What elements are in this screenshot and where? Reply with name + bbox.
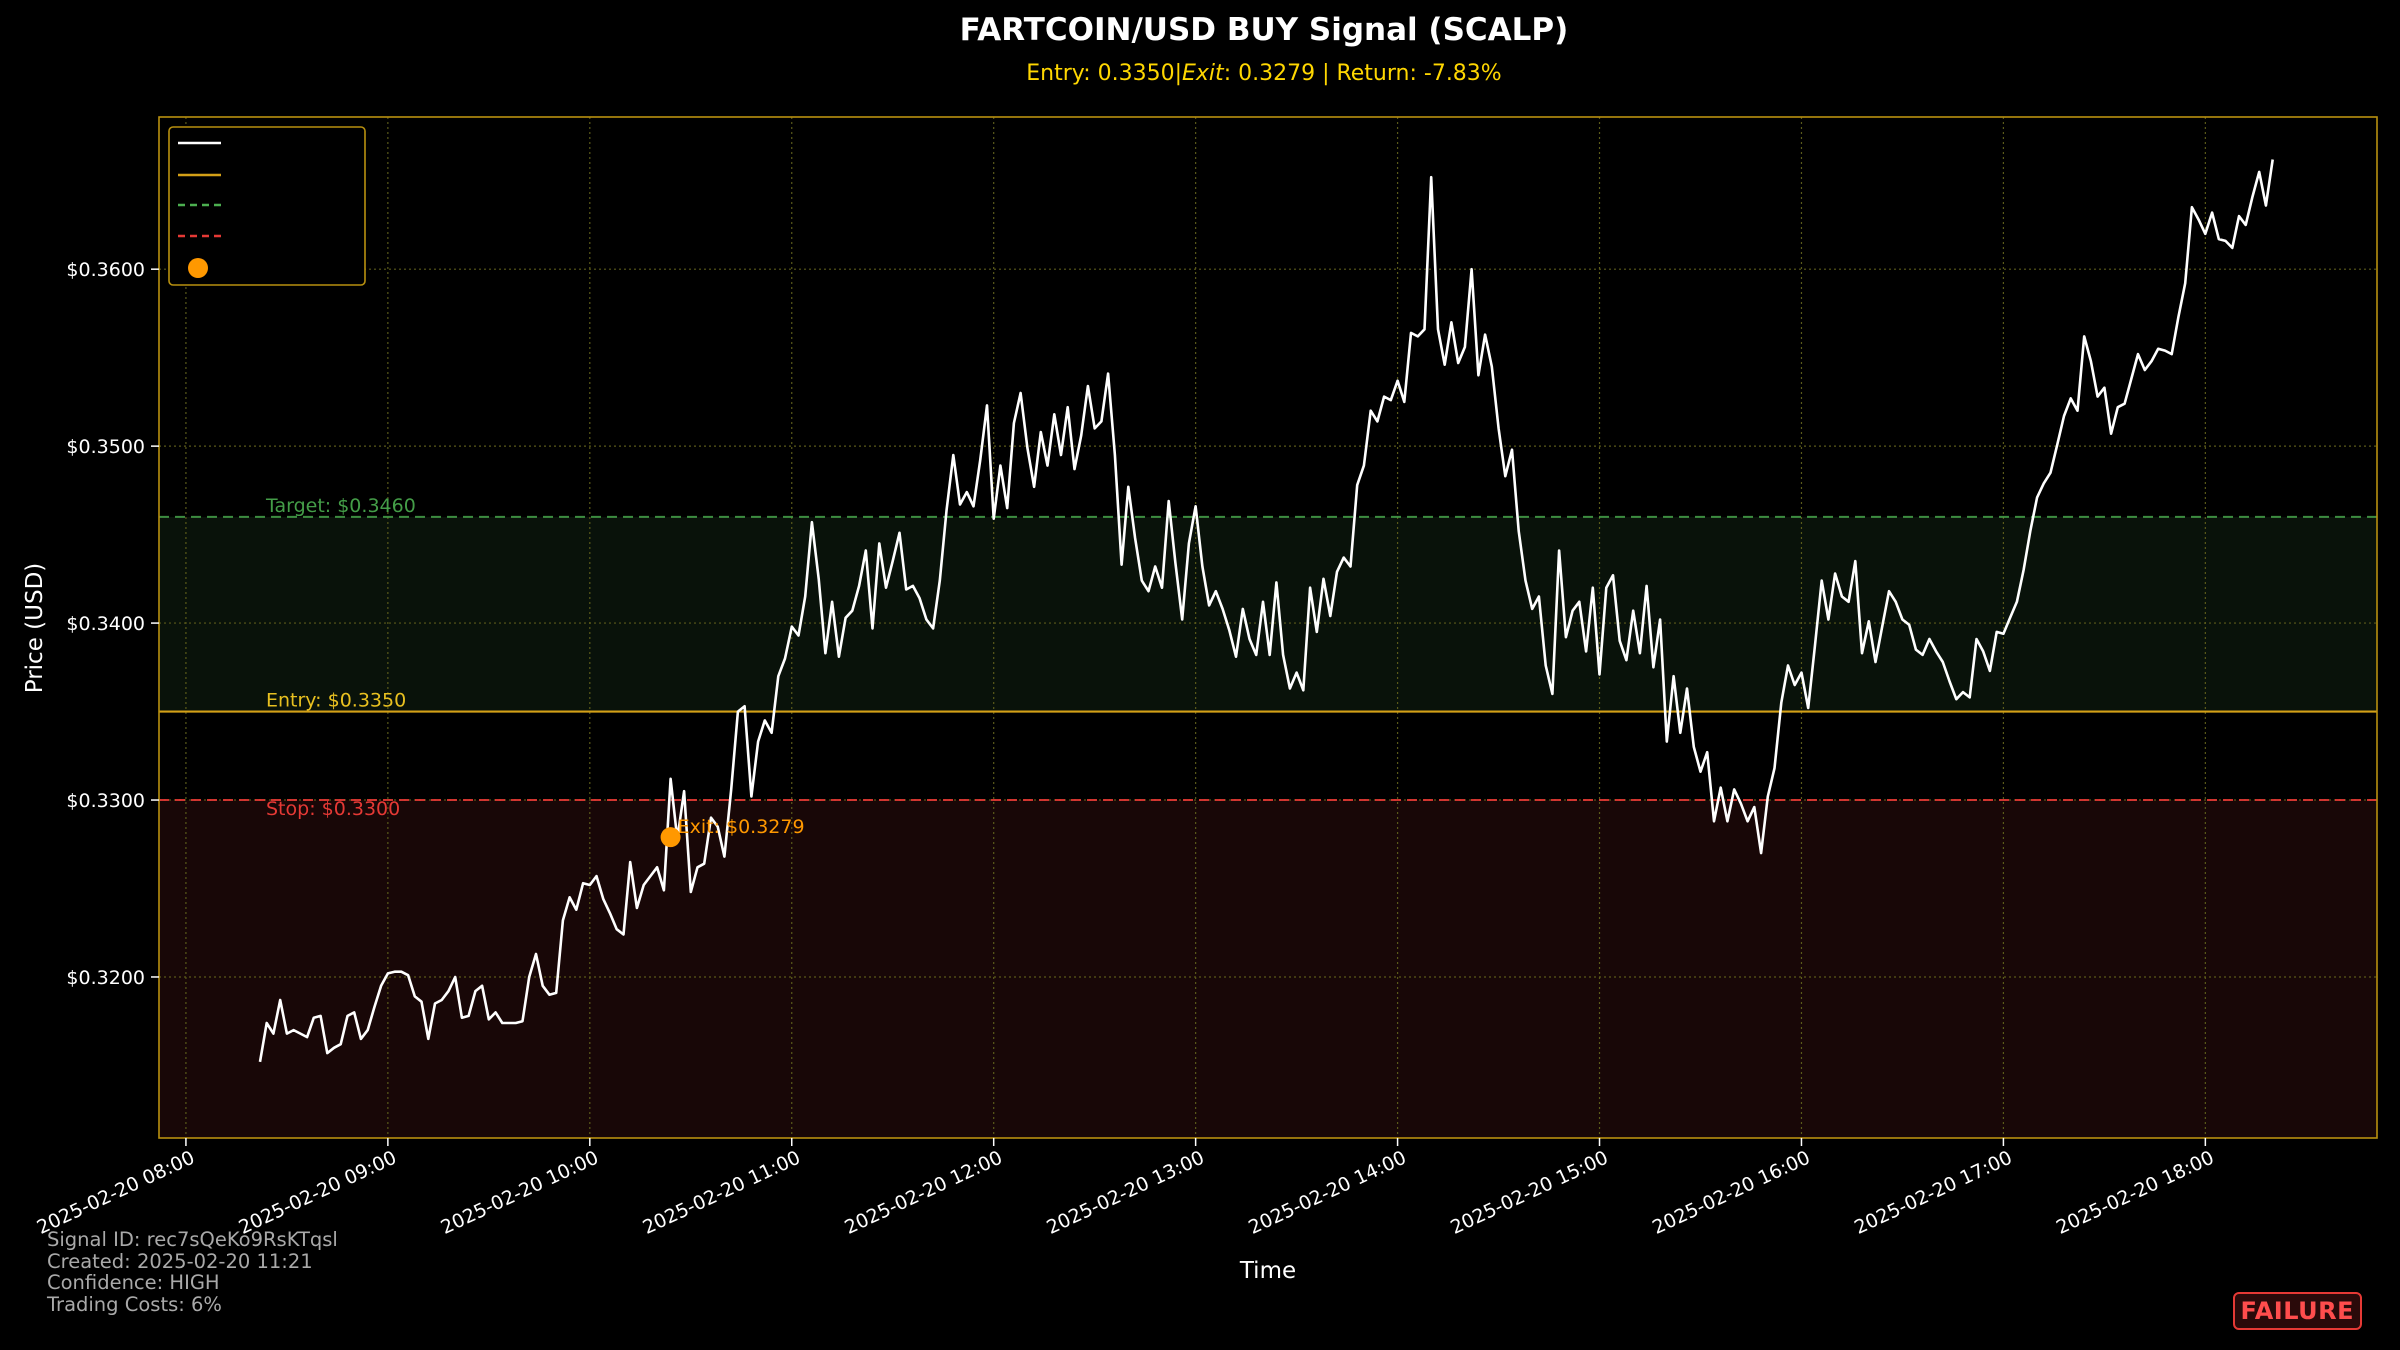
x-tick-label: 2025-02-20 11:00	[639, 1147, 803, 1239]
exit-point-marker	[660, 827, 681, 848]
plot-frame	[158, 116, 2378, 1139]
legend	[168, 126, 366, 286]
price-series-line	[258, 159, 2274, 1063]
x-tick-label: 2025-02-20 12:00	[841, 1147, 1005, 1239]
stop-zone	[159, 800, 2377, 1138]
entry-label: Entry: $0.3350	[266, 690, 406, 712]
created-timestamp: Created: 2025-02-20 11:21	[47, 1249, 313, 1273]
subtitle-part: : 0.3279 | Return: -7.83%	[1224, 61, 1502, 86]
x-tick-label: 2025-02-20 17:00	[1851, 1147, 2015, 1239]
signal-id: Signal ID: rec7sQeKo9RsKTqsl	[47, 1228, 338, 1251]
x-tick-label: 2025-02-20 15:00	[1447, 1147, 1611, 1239]
x-tick-label: 2025-02-20 18:00	[2053, 1147, 2217, 1239]
chart-title: FARTCOIN/USD BUY Signal (SCALP)	[960, 12, 1569, 48]
exit-label: Exit: $0.3279	[678, 816, 805, 838]
subtitle-part: Entry: 0.3350|	[1026, 61, 1182, 86]
chart-subtitle: Entry: 0.3350|Exit: 0.3279 | Return: -7.…	[1026, 61, 1501, 86]
subtitle-part: Exit	[1182, 61, 1225, 86]
x-tick-label: 2025-02-20 16:00	[1649, 1147, 1813, 1239]
signal-metadata: Signal ID: rec7sQeKo9RsKTqsl Created: 20…	[47, 1229, 338, 1315]
stop-label: Stop: $0.3300	[266, 798, 400, 820]
grid	[159, 117, 2377, 1138]
trading-costs: Trading Costs: 6%	[47, 1292, 222, 1316]
x-tick-label: 2025-02-20 10:00	[437, 1147, 601, 1239]
confidence-level: Confidence: HIGH	[47, 1271, 220, 1294]
status-badge: FAILURE	[2232, 1292, 2362, 1330]
target-zone	[159, 516, 2377, 712]
x-tick-label: 2025-02-20 09:00	[236, 1147, 400, 1239]
x-tick-label: 2025-02-20 14:00	[1245, 1147, 1409, 1239]
plot-area: Target: $0.3460 Entry: $0.3350 Stop: $0.…	[158, 116, 2378, 1139]
x-tick-label: 2025-02-20 08:00	[34, 1147, 198, 1239]
x-axis-label: Time	[1239, 1258, 1296, 1284]
y-tick-label: $0.3500	[66, 436, 145, 458]
y-tick-label: $0.3200	[66, 967, 145, 989]
x-axis: 2025-02-20 08:00 2025-02-20 09:00 2025-02-…	[34, 1138, 2217, 1239]
y-axis: $0.3200 $0.3300 $0.3400 $0.3500 $0.3600	[66, 259, 159, 989]
x-tick-label: 2025-02-20 13:00	[1043, 1147, 1207, 1239]
y-tick-label: $0.3600	[66, 259, 145, 281]
y-tick-label: $0.3400	[66, 613, 145, 635]
y-axis-label: Price (USD)	[22, 563, 48, 694]
legend-box	[168, 126, 366, 286]
y-tick-label: $0.3300	[66, 790, 145, 812]
target-label: Target: $0.3460	[265, 495, 416, 517]
legend-exit-swatch	[188, 258, 208, 278]
